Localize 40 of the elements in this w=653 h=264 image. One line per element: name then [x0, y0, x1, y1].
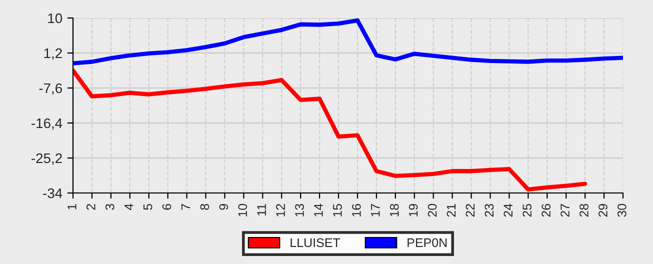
y-tick-label: -25,2 — [32, 153, 62, 165]
x-tick-label: 3 — [105, 204, 114, 210]
x-tick-label: 21 — [446, 204, 456, 217]
x-tick-label: 13 — [295, 204, 304, 216]
x-tick-label: 29 — [598, 204, 608, 217]
line-series — [73, 68, 588, 192]
x-tick-label: 2 — [86, 204, 96, 210]
y-tick-label: -16,4 — [32, 118, 62, 130]
line-series — [73, 18, 623, 66]
x-tick-label: 9 — [219, 204, 228, 210]
y-tick-label: -7,6 — [39, 83, 62, 95]
x-tick-label: 30 — [618, 204, 626, 217]
y-tick-label: -34 — [43, 188, 62, 198]
x-tick-label: 20 — [428, 204, 437, 217]
x-tick-label: 4 — [124, 204, 134, 210]
x-tick-label: 25 — [522, 204, 532, 217]
x-tick-label: 24 — [504, 204, 512, 217]
x-tick-label: 28 — [580, 204, 588, 217]
x-tick-label: 18 — [390, 204, 399, 216]
x-tick-label: 6 — [162, 204, 172, 210]
x-tick-label: 7 — [181, 204, 190, 210]
x-tick-label: 17 — [371, 204, 380, 216]
legend-label: PEP0N — [408, 238, 447, 248]
x-tick-label: 16 — [352, 204, 361, 216]
x-tick-label: 5 — [143, 204, 152, 210]
x-tick-label: 26 — [542, 204, 550, 217]
legend-label: LLUISET — [290, 238, 340, 248]
x-tick-label: 8 — [200, 204, 210, 210]
x-tick-label: 11 — [257, 204, 266, 216]
x-tick-label: 1 — [68, 204, 76, 210]
x-tick-label: 22 — [466, 204, 475, 217]
x-tick-label: 19 — [408, 204, 418, 216]
y-tick-label: 10 — [48, 13, 62, 24]
y-tick-label: 1,2 — [44, 48, 62, 60]
x-tick-label: 27 — [560, 204, 570, 217]
x-tick-label: 23 — [484, 204, 494, 217]
x-tick-label: 10 — [238, 204, 248, 216]
x-tick-label: 15 — [333, 204, 342, 216]
x-tick-label: 12 — [276, 204, 285, 216]
x-tick-label: 14 — [314, 204, 323, 216]
